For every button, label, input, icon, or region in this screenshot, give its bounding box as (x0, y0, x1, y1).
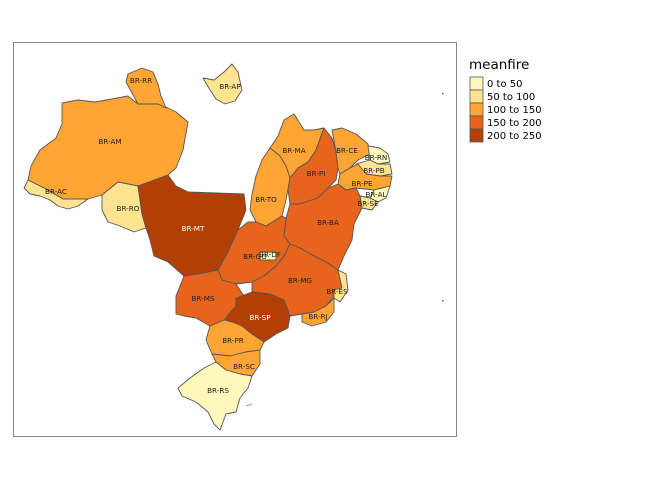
coastline-fragment (245, 403, 253, 407)
state-BR-ES (333, 269, 349, 303)
label-BR-AL: BR-AL (366, 190, 387, 199)
states-layer (23, 63, 393, 431)
label-BR-RR: BR-RR (130, 76, 152, 85)
legend-label-0: 0 to 50 (487, 79, 522, 90)
legend-label-2: 100 to 150 (487, 105, 542, 116)
state-BR-CE (331, 127, 371, 175)
label-BR-GO: BR-GO (243, 252, 267, 261)
label-BR-PR: BR-PR (222, 336, 244, 345)
state-labels: BR-AM BR-RR BR-AP BR-AC BR-RO BR-MT BR-M… (45, 76, 387, 395)
legend-swatch-1 (469, 89, 484, 104)
label-BR-RJ: BR-RJ (308, 312, 327, 321)
legend-label-3: 150 to 200 (487, 118, 542, 129)
stray-dot-2 (442, 300, 444, 302)
label-BR-RN: BR-RN (365, 153, 388, 162)
label-BR-TO: BR-TO (255, 195, 277, 204)
state-BR-DF (259, 251, 277, 261)
label-BR-MG: BR-MG (288, 276, 312, 285)
label-BR-RO: BR-RO (117, 204, 140, 213)
stray-marks (442, 93, 444, 302)
legend-swatch-2 (469, 102, 484, 117)
state-BR-RR (125, 67, 167, 109)
state-BR-RJ (301, 297, 335, 327)
label-BR-DF: BR-DF (259, 250, 281, 259)
legend-swatch-0 (469, 76, 484, 91)
label-BR-MA: BR-MA (282, 146, 305, 155)
legend-swatch-3 (469, 115, 484, 130)
state-BR-PR (205, 319, 265, 357)
state-BR-AC (23, 179, 89, 210)
label-BR-MS: BR-MS (192, 294, 215, 303)
label-BR-BA: BR-BA (317, 218, 339, 227)
legend-label-4: 200 to 250 (487, 131, 542, 142)
label-BR-PI: BR-PI (307, 169, 326, 178)
label-BR-SE: BR-SE (357, 199, 379, 208)
legend-label-1: 50 to 100 (487, 92, 535, 103)
state-BR-AP (202, 63, 243, 105)
legend: meanfire 0 to 50 50 to 100 100 to 150 150 t… (469, 57, 542, 143)
state-BR-AL (369, 185, 391, 203)
label-BR-AM: BR-AM (98, 137, 121, 146)
legend-items: 0 to 50 50 to 100 100 to 150 150 to 200 200 … (469, 76, 542, 143)
label-BR-AP: BR-AP (219, 82, 241, 91)
label-BR-RS: BR-RS (207, 386, 229, 395)
label-BR-CE: BR-CE (336, 146, 358, 155)
label-BR-SC: BR-SC (233, 362, 255, 371)
label-BR-AC: BR-AC (45, 187, 67, 196)
label-BR-SP: BR-SP (249, 313, 271, 322)
label-BR-ES: BR-ES (326, 287, 348, 296)
label-BR-MT: BR-MT (182, 224, 205, 233)
legend-swatch-4 (469, 128, 484, 143)
state-BR-RS (177, 361, 253, 431)
label-BR-PE: BR-PE (351, 179, 373, 188)
legend-title: meanfire (469, 57, 529, 73)
label-BR-PB: BR-PB (363, 166, 385, 175)
stray-dot-1 (442, 93, 444, 95)
